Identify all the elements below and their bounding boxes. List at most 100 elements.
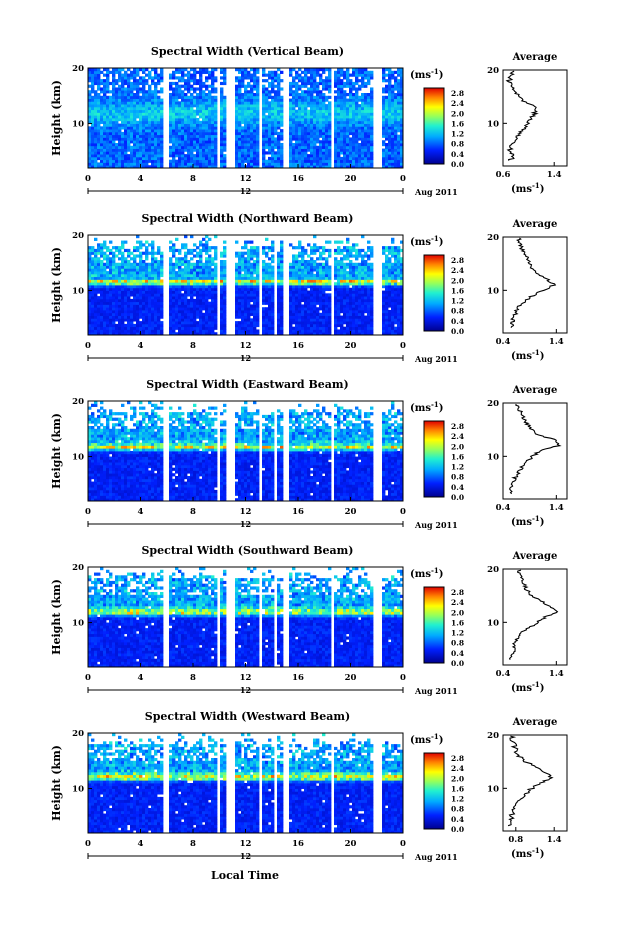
average-profile-line	[507, 735, 554, 827]
average-profile-line	[505, 70, 539, 161]
x-tick-label: 0	[85, 673, 91, 683]
x-axis-title: Local Time	[211, 869, 279, 882]
x-tick-label: 8	[190, 839, 196, 849]
x-tick-label: 20	[345, 673, 357, 683]
colorbar-tick-label: 0.8	[451, 307, 464, 316]
x-tick-label: 16	[292, 839, 304, 849]
colorbar-tick-label: 0.4	[451, 317, 464, 326]
colorbar-tick-label: 2.8	[451, 422, 464, 431]
colorbar-tick-label: 0.8	[451, 639, 464, 648]
panel-3: Spectral Width (Eastward Beam) 10 20 0 4 8 12 1…	[50, 378, 568, 530]
panel-4: Spectral Width (Southward Beam) 10 20 0 4 8 12…	[50, 544, 568, 696]
x-tick-label: 20	[345, 839, 357, 849]
x-tick-label: 0	[85, 174, 91, 184]
colorbar-tick-label: 0.8	[451, 140, 464, 149]
average-profile-line	[509, 403, 562, 495]
y-tick-label: 20	[72, 729, 84, 739]
avg-x-tick-label: 0.6	[496, 170, 511, 180]
average-unit: (ms-1)	[511, 348, 544, 362]
avg-y-tick-label: 10	[487, 784, 499, 794]
colorbar-tick-label: 2.0	[451, 276, 464, 285]
colorbar-tick-label: 0.8	[451, 805, 464, 814]
x-tick-label: 4	[138, 839, 144, 849]
x-tick-label: 0	[400, 839, 406, 849]
average-frame	[502, 236, 568, 334]
average-frame	[502, 568, 568, 666]
colorbar	[423, 752, 445, 830]
y-axis-label: Height (km)	[50, 247, 63, 323]
y-tick-label: 10	[72, 120, 84, 130]
x-tick-label: 12	[240, 341, 252, 351]
y-tick-label: 20	[72, 563, 84, 573]
colorbar-tick-label: 0.8	[451, 473, 464, 482]
heatmap-cells	[88, 235, 404, 336]
colorbar-tick-label: 2.0	[451, 442, 464, 451]
panel-title: Spectral Width (Northward Beam)	[142, 212, 354, 225]
x-tick-label: 0	[85, 839, 91, 849]
colorbar-tick-label: 0.4	[451, 649, 464, 658]
day-marker: 12	[240, 685, 251, 695]
x-tick-label: 0	[400, 507, 406, 517]
y-tick-label: 10	[72, 287, 84, 297]
average-title: Average	[512, 551, 558, 562]
colorbar-tick-label: 2.0	[451, 774, 464, 783]
x-tick-label: 8	[190, 507, 196, 517]
avg-y-tick-label: 10	[487, 452, 499, 462]
heatmap-cells	[88, 68, 404, 169]
x-tick-label: 0	[85, 341, 91, 351]
x-tick-label: 16	[292, 341, 304, 351]
average-frame	[502, 69, 568, 167]
avg-y-tick-label: 20	[487, 731, 499, 741]
date-label: Aug 2011	[414, 187, 458, 197]
colorbar-tick-label: 1.6	[451, 784, 464, 793]
colorbar-unit: (ms-1)	[410, 566, 443, 580]
x-tick-label: 16	[292, 673, 304, 683]
y-axis-label: Height (km)	[50, 745, 63, 821]
avg-x-tick-label: 0.4	[496, 337, 511, 347]
colorbar-tick-label: 0.4	[451, 815, 464, 824]
colorbar-tick-label: 2.0	[451, 109, 464, 118]
colorbar-unit: (ms-1)	[410, 67, 443, 81]
avg-y-tick-label: 10	[487, 618, 499, 628]
colorbar-tick-label: 0.0	[451, 160, 464, 169]
y-tick-label: 20	[72, 64, 84, 74]
x-tick-label: 0	[400, 341, 406, 351]
x-tick-label: 8	[190, 174, 196, 184]
colorbar-tick-label: 1.6	[451, 452, 464, 461]
date-label: Aug 2011	[414, 520, 458, 530]
colorbar-tick-label: 0.0	[451, 327, 464, 336]
panel-5: Spectral Width (Westward Beam) 10 20 0 4 8 12 1…	[50, 710, 568, 862]
x-tick-label: 20	[345, 507, 357, 517]
panel-title: Spectral Width (Westward Beam)	[145, 710, 350, 723]
colorbar	[423, 586, 445, 664]
colorbar-tick-label: 1.2	[451, 130, 464, 139]
average-profile-line	[508, 569, 559, 660]
x-tick-label: 12	[240, 507, 252, 517]
panel-2: Spectral Width (Northward Beam) 10 20 0 4 8 12…	[50, 212, 568, 364]
colorbar-unit: (ms-1)	[410, 400, 443, 414]
y-tick-label: 20	[72, 397, 84, 407]
average-frame	[502, 402, 568, 500]
avg-x-tick-label: 1.4	[547, 170, 562, 180]
x-tick-label: 12	[240, 673, 252, 683]
colorbar-tick-label: 2.4	[451, 99, 464, 108]
colorbar-tick-label: 0.0	[451, 659, 464, 668]
avg-x-tick-label: 1.4	[549, 337, 564, 347]
x-tick-label: 16	[292, 174, 304, 184]
average-title: Average	[512, 219, 558, 230]
panel-title: Spectral Width (Eastward Beam)	[146, 378, 348, 391]
y-axis-label: Height (km)	[50, 80, 63, 156]
colorbar-tick-label: 1.6	[451, 119, 464, 128]
colorbar-tick-label: 0.4	[451, 150, 464, 159]
colorbar-tick-label: 2.4	[451, 266, 464, 275]
average-unit: (ms-1)	[511, 846, 544, 860]
day-marker: 12	[240, 186, 251, 196]
colorbar	[423, 254, 445, 332]
x-tick-label: 8	[190, 341, 196, 351]
x-tick-label: 16	[292, 507, 304, 517]
average-unit: (ms-1)	[511, 514, 544, 528]
colorbar-tick-label: 1.6	[451, 618, 464, 627]
colorbar	[423, 420, 445, 498]
x-tick-label: 12	[240, 839, 252, 849]
colorbar-unit: (ms-1)	[410, 732, 443, 746]
